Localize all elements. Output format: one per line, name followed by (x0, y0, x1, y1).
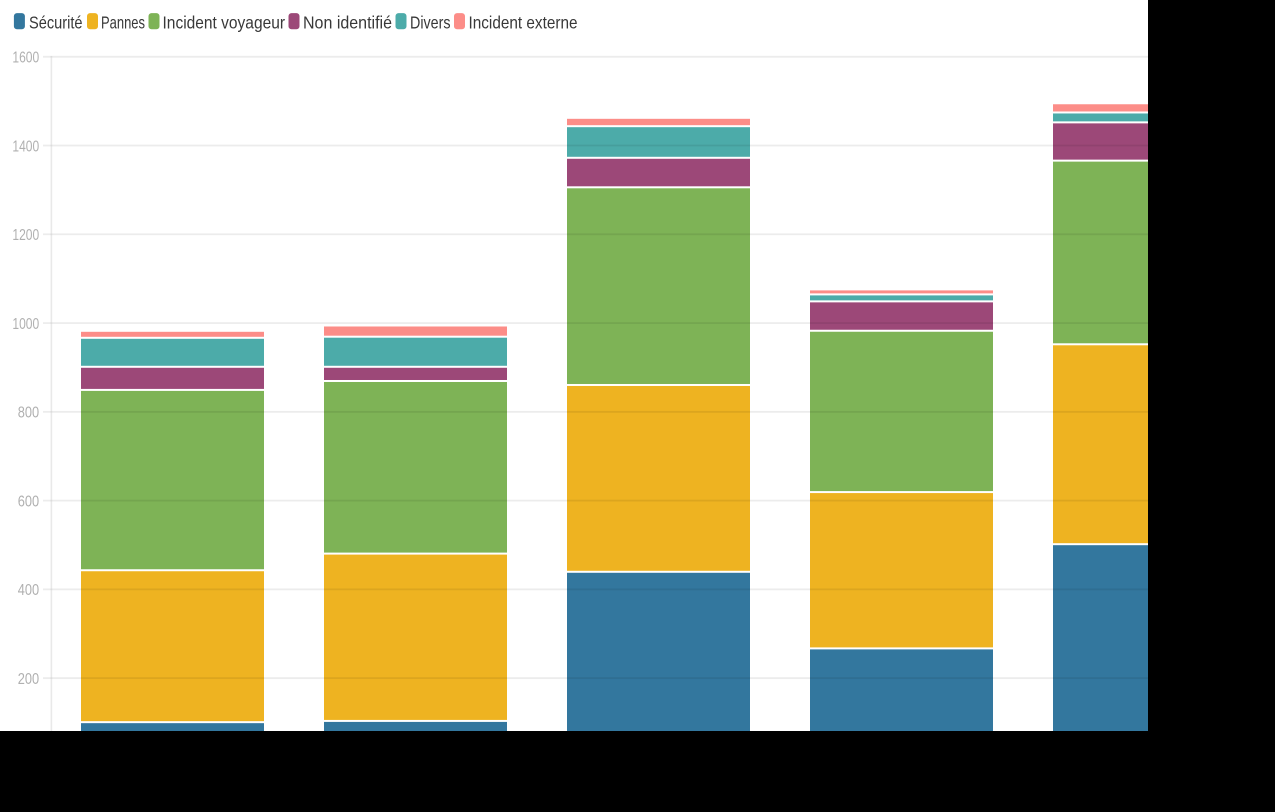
svg-text:1600: 1600 (12, 50, 39, 67)
svg-text:200: 200 (18, 671, 39, 688)
svg-text:800: 800 (18, 405, 39, 422)
svg-text:Sécurité: Sécurité (29, 12, 83, 32)
svg-text:Divers: Divers (410, 12, 451, 32)
svg-text:1000: 1000 (12, 316, 39, 333)
svg-text:Incident voyageur: Incident voyageur (163, 12, 286, 32)
svg-text:Incident externe: Incident externe (469, 12, 578, 32)
svg-text:1400: 1400 (12, 138, 39, 155)
svg-text:1200: 1200 (12, 227, 39, 244)
svg-text:400: 400 (18, 582, 39, 599)
svg-text:Pannes: Pannes (101, 12, 145, 32)
svg-text:Non identifié: Non identifié (303, 12, 392, 32)
svg-text:600: 600 (18, 493, 39, 510)
